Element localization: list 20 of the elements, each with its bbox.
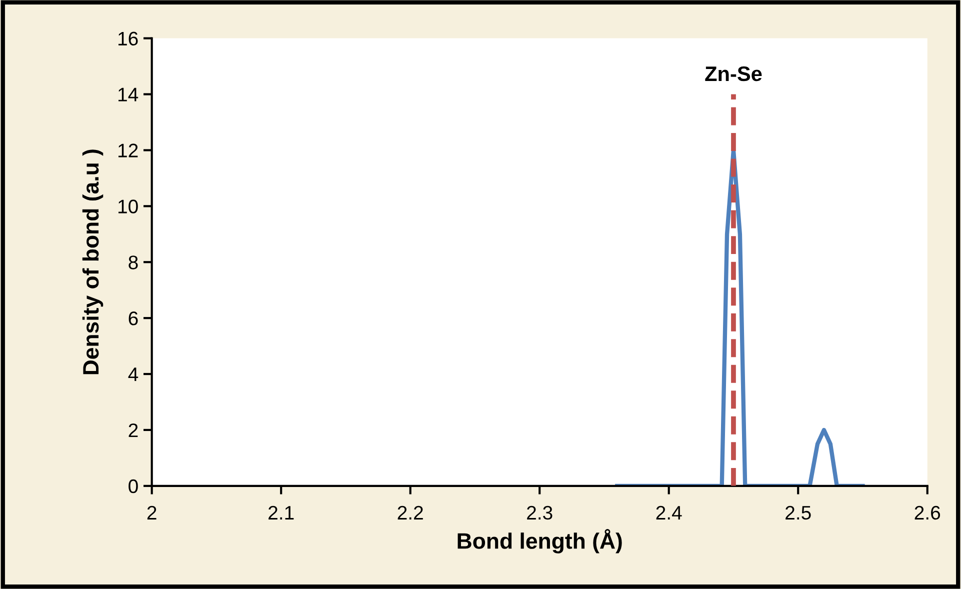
ref-line-label: Zn-Se <box>705 66 762 82</box>
y-tick-label: 0 <box>128 479 138 494</box>
x-tick-label: 2.1 <box>268 506 294 520</box>
x-tick-label: 2.6 <box>914 506 940 520</box>
x-tick-label: 2 <box>147 506 156 520</box>
y-tick-label: 8 <box>128 256 138 270</box>
x-tick-label: 2.2 <box>398 506 423 520</box>
y-tick-label: 16 <box>118 32 138 46</box>
x-tick-label: 2.4 <box>656 506 682 520</box>
y-tick-label: 14 <box>118 88 138 102</box>
y-axis-title: Density of bond (a.u ) <box>82 150 104 374</box>
y-tick-label: 12 <box>118 144 138 158</box>
x-tick-label: 2.3 <box>527 506 552 520</box>
line-series <box>615 148 865 486</box>
x-axis-title: Bond length (Å) <box>458 529 622 554</box>
y-tick-label: 4 <box>128 368 138 382</box>
y-tick-label: 6 <box>128 312 138 326</box>
y-tick-label: 2 <box>128 423 138 438</box>
x-tick-label: 2.5 <box>786 506 811 520</box>
y-tick-label: 10 <box>118 200 138 214</box>
